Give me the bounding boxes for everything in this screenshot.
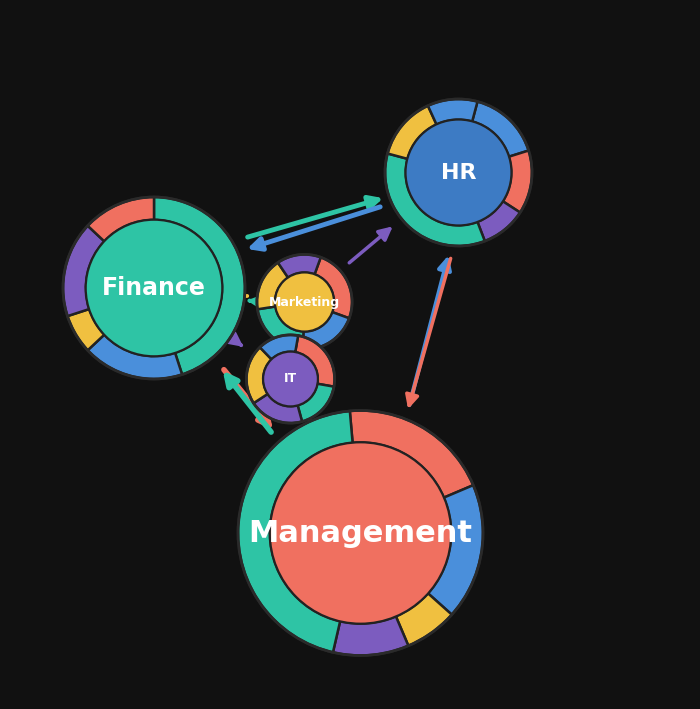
Wedge shape [428, 99, 477, 124]
Wedge shape [154, 197, 245, 374]
Wedge shape [88, 335, 182, 379]
Wedge shape [63, 225, 104, 316]
Wedge shape [303, 312, 349, 350]
Wedge shape [88, 197, 154, 241]
Text: Finance: Finance [102, 276, 206, 300]
Wedge shape [314, 257, 352, 318]
Wedge shape [350, 411, 473, 498]
Wedge shape [477, 201, 520, 241]
Wedge shape [238, 411, 353, 652]
Wedge shape [278, 255, 321, 277]
Wedge shape [67, 309, 104, 350]
Text: HR: HR [441, 162, 476, 182]
Wedge shape [333, 616, 408, 656]
Wedge shape [388, 106, 437, 159]
Circle shape [275, 272, 334, 332]
Circle shape [270, 442, 451, 624]
Wedge shape [298, 384, 334, 422]
Wedge shape [396, 593, 452, 646]
Wedge shape [385, 153, 485, 246]
Wedge shape [258, 306, 304, 350]
Wedge shape [503, 150, 532, 213]
Wedge shape [253, 394, 302, 423]
Circle shape [405, 120, 512, 225]
Wedge shape [246, 347, 272, 403]
Text: Marketing: Marketing [269, 296, 340, 308]
Wedge shape [295, 335, 335, 386]
Text: IT: IT [284, 372, 297, 386]
Wedge shape [473, 101, 528, 157]
Circle shape [263, 352, 318, 406]
Text: Management: Management [248, 518, 473, 547]
Wedge shape [428, 485, 483, 615]
Wedge shape [260, 335, 298, 359]
Circle shape [85, 220, 223, 356]
Wedge shape [257, 262, 288, 309]
